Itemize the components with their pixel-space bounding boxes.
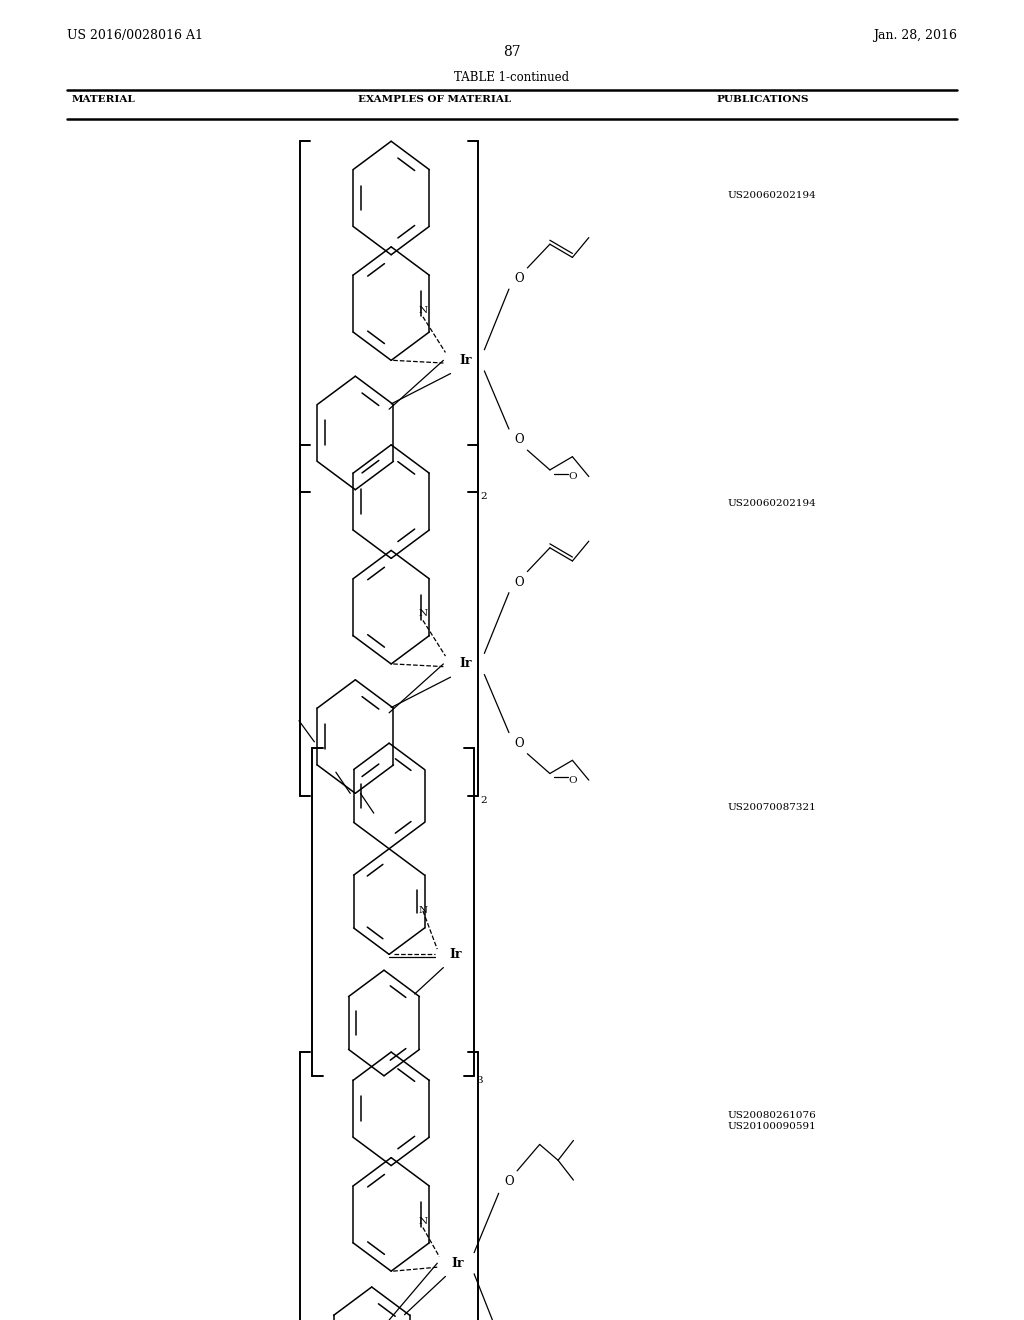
Text: EXAMPLES OF MATERIAL: EXAMPLES OF MATERIAL [358, 95, 512, 104]
Text: N: N [419, 1217, 427, 1225]
Text: Ir: Ir [460, 354, 472, 367]
Text: O: O [514, 272, 524, 285]
Text: 87: 87 [503, 45, 521, 59]
Text: US20070087321: US20070087321 [727, 803, 816, 812]
Text: N: N [419, 907, 427, 915]
Text: US20060202194: US20060202194 [727, 499, 816, 508]
Text: Ir: Ir [460, 657, 472, 671]
Text: US20060202194: US20060202194 [727, 191, 816, 201]
Text: 2: 2 [480, 492, 486, 502]
Text: Ir: Ir [452, 1257, 464, 1270]
Text: O: O [568, 776, 577, 784]
Text: O: O [514, 433, 524, 446]
Text: MATERIAL: MATERIAL [72, 95, 135, 104]
Text: 3: 3 [476, 1076, 482, 1085]
Text: N: N [419, 610, 427, 618]
Text: Ir: Ir [450, 948, 462, 961]
Text: TABLE 1-continued: TABLE 1-continued [455, 71, 569, 84]
Text: N: N [419, 306, 427, 314]
Text: O: O [504, 1175, 514, 1188]
Text: O: O [514, 576, 524, 589]
Text: PUBLICATIONS: PUBLICATIONS [717, 95, 809, 104]
Text: 2: 2 [480, 796, 486, 805]
Text: US 2016/0028016 A1: US 2016/0028016 A1 [67, 29, 203, 42]
Text: US20080261076
US20100090591: US20080261076 US20100090591 [727, 1111, 816, 1131]
Text: O: O [514, 737, 524, 750]
Text: O: O [568, 473, 577, 480]
Text: Jan. 28, 2016: Jan. 28, 2016 [873, 29, 957, 42]
